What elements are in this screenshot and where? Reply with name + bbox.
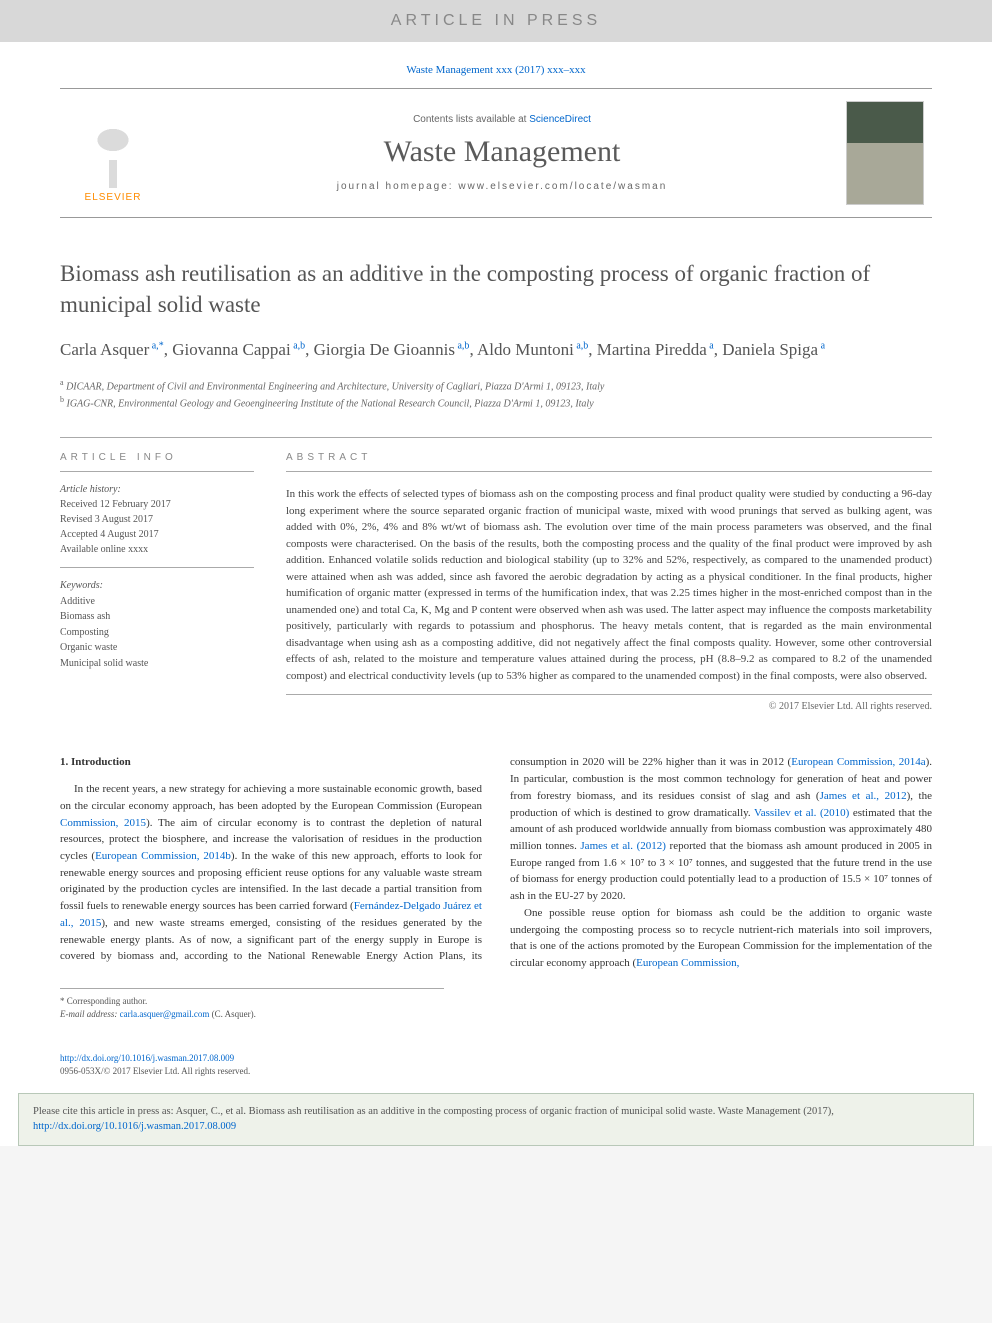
- journal-name: Waste Management: [158, 135, 846, 169]
- history-heading: Article history:: [60, 484, 121, 495]
- author: Daniela Spiga: [722, 340, 818, 359]
- article-history: Article history: Received 12 February 20…: [60, 472, 254, 567]
- received-date: Received 12 February 2017: [60, 499, 171, 510]
- abstract-label: abstract: [286, 438, 932, 472]
- author: Martina Piredda: [597, 340, 707, 359]
- citation-header: Waste Management xxx (2017) xxx–xxx: [0, 42, 992, 88]
- author-affil-sup: a,b: [574, 340, 588, 351]
- author-list: Carla Asquer a,*, Giovanna Cappai a,b, G…: [60, 338, 932, 363]
- affiliation-b: b IGAG-CNR, Environmental Geology and Ge…: [60, 394, 932, 411]
- intro-heading: 1. Introduction: [60, 754, 482, 771]
- keyword: Composting: [60, 627, 109, 638]
- author: Carla Asquer: [60, 340, 149, 359]
- author-affil-sup: a,b: [455, 340, 469, 351]
- ref-link[interactable]: Commission, 2015: [60, 817, 146, 829]
- corresponding-label: * Corresponding author.: [60, 995, 444, 1009]
- journal-masthead: ELSEVIER Contents lists available at Sci…: [60, 88, 932, 218]
- ref-link[interactable]: European Commission, 2014b: [95, 850, 231, 862]
- issn-line: 0956-053X/© 2017 Elsevier Ltd. All right…: [60, 1066, 250, 1076]
- author-affil-sup: a,: [149, 340, 158, 351]
- introduction-section: 1. Introduction In the recent years, a n…: [60, 754, 932, 971]
- keyword: Municipal solid waste: [60, 658, 148, 669]
- article-title: Biomass ash reutilisation as an additive…: [60, 258, 932, 320]
- author-affil-sup: a: [707, 340, 714, 351]
- revised-date: Revised 3 August 2017: [60, 514, 153, 525]
- ref-link[interactable]: European Commission,: [636, 957, 739, 969]
- keywords-block: Keywords: Additive Biomass ash Compostin…: [60, 568, 254, 681]
- author: Giovanna Cappai: [172, 340, 291, 359]
- doi-block: http://dx.doi.org/10.1016/j.wasman.2017.…: [0, 1052, 992, 1093]
- contents-prefix: Contents lists available at: [413, 114, 529, 125]
- keyword: Additive: [60, 596, 95, 607]
- author-affil-sup: a: [818, 340, 825, 351]
- affiliation-a: a DICAAR, Department of Civil and Enviro…: [60, 377, 932, 394]
- citation-text: Please cite this article in press as: As…: [33, 1106, 834, 1117]
- author: Giorgia De Gioannis: [314, 340, 455, 359]
- corresponding-marker: *: [159, 340, 164, 351]
- author-affil-sup: a,b: [291, 340, 305, 351]
- sciencedirect-link[interactable]: ScienceDirect: [529, 114, 591, 125]
- ref-link[interactable]: James et al., 2012: [820, 790, 907, 802]
- elsevier-tree-icon: [84, 126, 142, 188]
- email-suffix: (C. Asquer).: [209, 1009, 256, 1019]
- ref-link[interactable]: James et al. (2012): [580, 840, 666, 852]
- abstract-copyright: © 2017 Elsevier Ltd. All rights reserved…: [286, 695, 932, 712]
- accepted-date: Accepted 4 August 2017: [60, 529, 159, 540]
- email-label: E-mail address:: [60, 1009, 120, 1019]
- online-date: Available online xxxx: [60, 544, 148, 555]
- doi-link[interactable]: http://dx.doi.org/10.1016/j.wasman.2017.…: [60, 1053, 234, 1063]
- author-email-link[interactable]: carla.asquer@gmail.com: [120, 1009, 210, 1019]
- contents-available-line: Contents lists available at ScienceDirec…: [158, 114, 846, 125]
- affiliations: a DICAAR, Department of Civil and Enviro…: [60, 377, 932, 412]
- article-info-label: article info: [60, 438, 254, 472]
- author: Aldo Muntoni: [477, 340, 574, 359]
- citation-doi-link[interactable]: http://dx.doi.org/10.1016/j.wasman.2017.…: [33, 1121, 236, 1132]
- ref-link[interactable]: European Commission, 2014a: [791, 756, 925, 768]
- ref-link[interactable]: Vassilev et al. (2010): [754, 807, 849, 819]
- publisher-name: ELSEVIER: [85, 192, 142, 203]
- citation-header-text: Waste Management xxx (2017) xxx–xxx: [406, 64, 585, 76]
- keywords-heading: Keywords:: [60, 580, 103, 591]
- journal-cover-thumbnail: [846, 101, 924, 205]
- journal-homepage: journal homepage: www.elsevier.com/locat…: [158, 181, 846, 192]
- citation-box: Please cite this article in press as: As…: [18, 1093, 974, 1147]
- keyword: Biomass ash: [60, 611, 110, 622]
- abstract-text: In this work the effects of selected typ…: [286, 472, 932, 695]
- keyword: Organic waste: [60, 642, 117, 653]
- intro-paragraph-2: One possible reuse option for biomass as…: [510, 905, 932, 972]
- publisher-logo: ELSEVIER: [68, 103, 158, 203]
- article-in-press-banner: ARTICLE IN PRESS: [0, 0, 992, 42]
- corresponding-author-footnote: * Corresponding author. E-mail address: …: [60, 988, 444, 1022]
